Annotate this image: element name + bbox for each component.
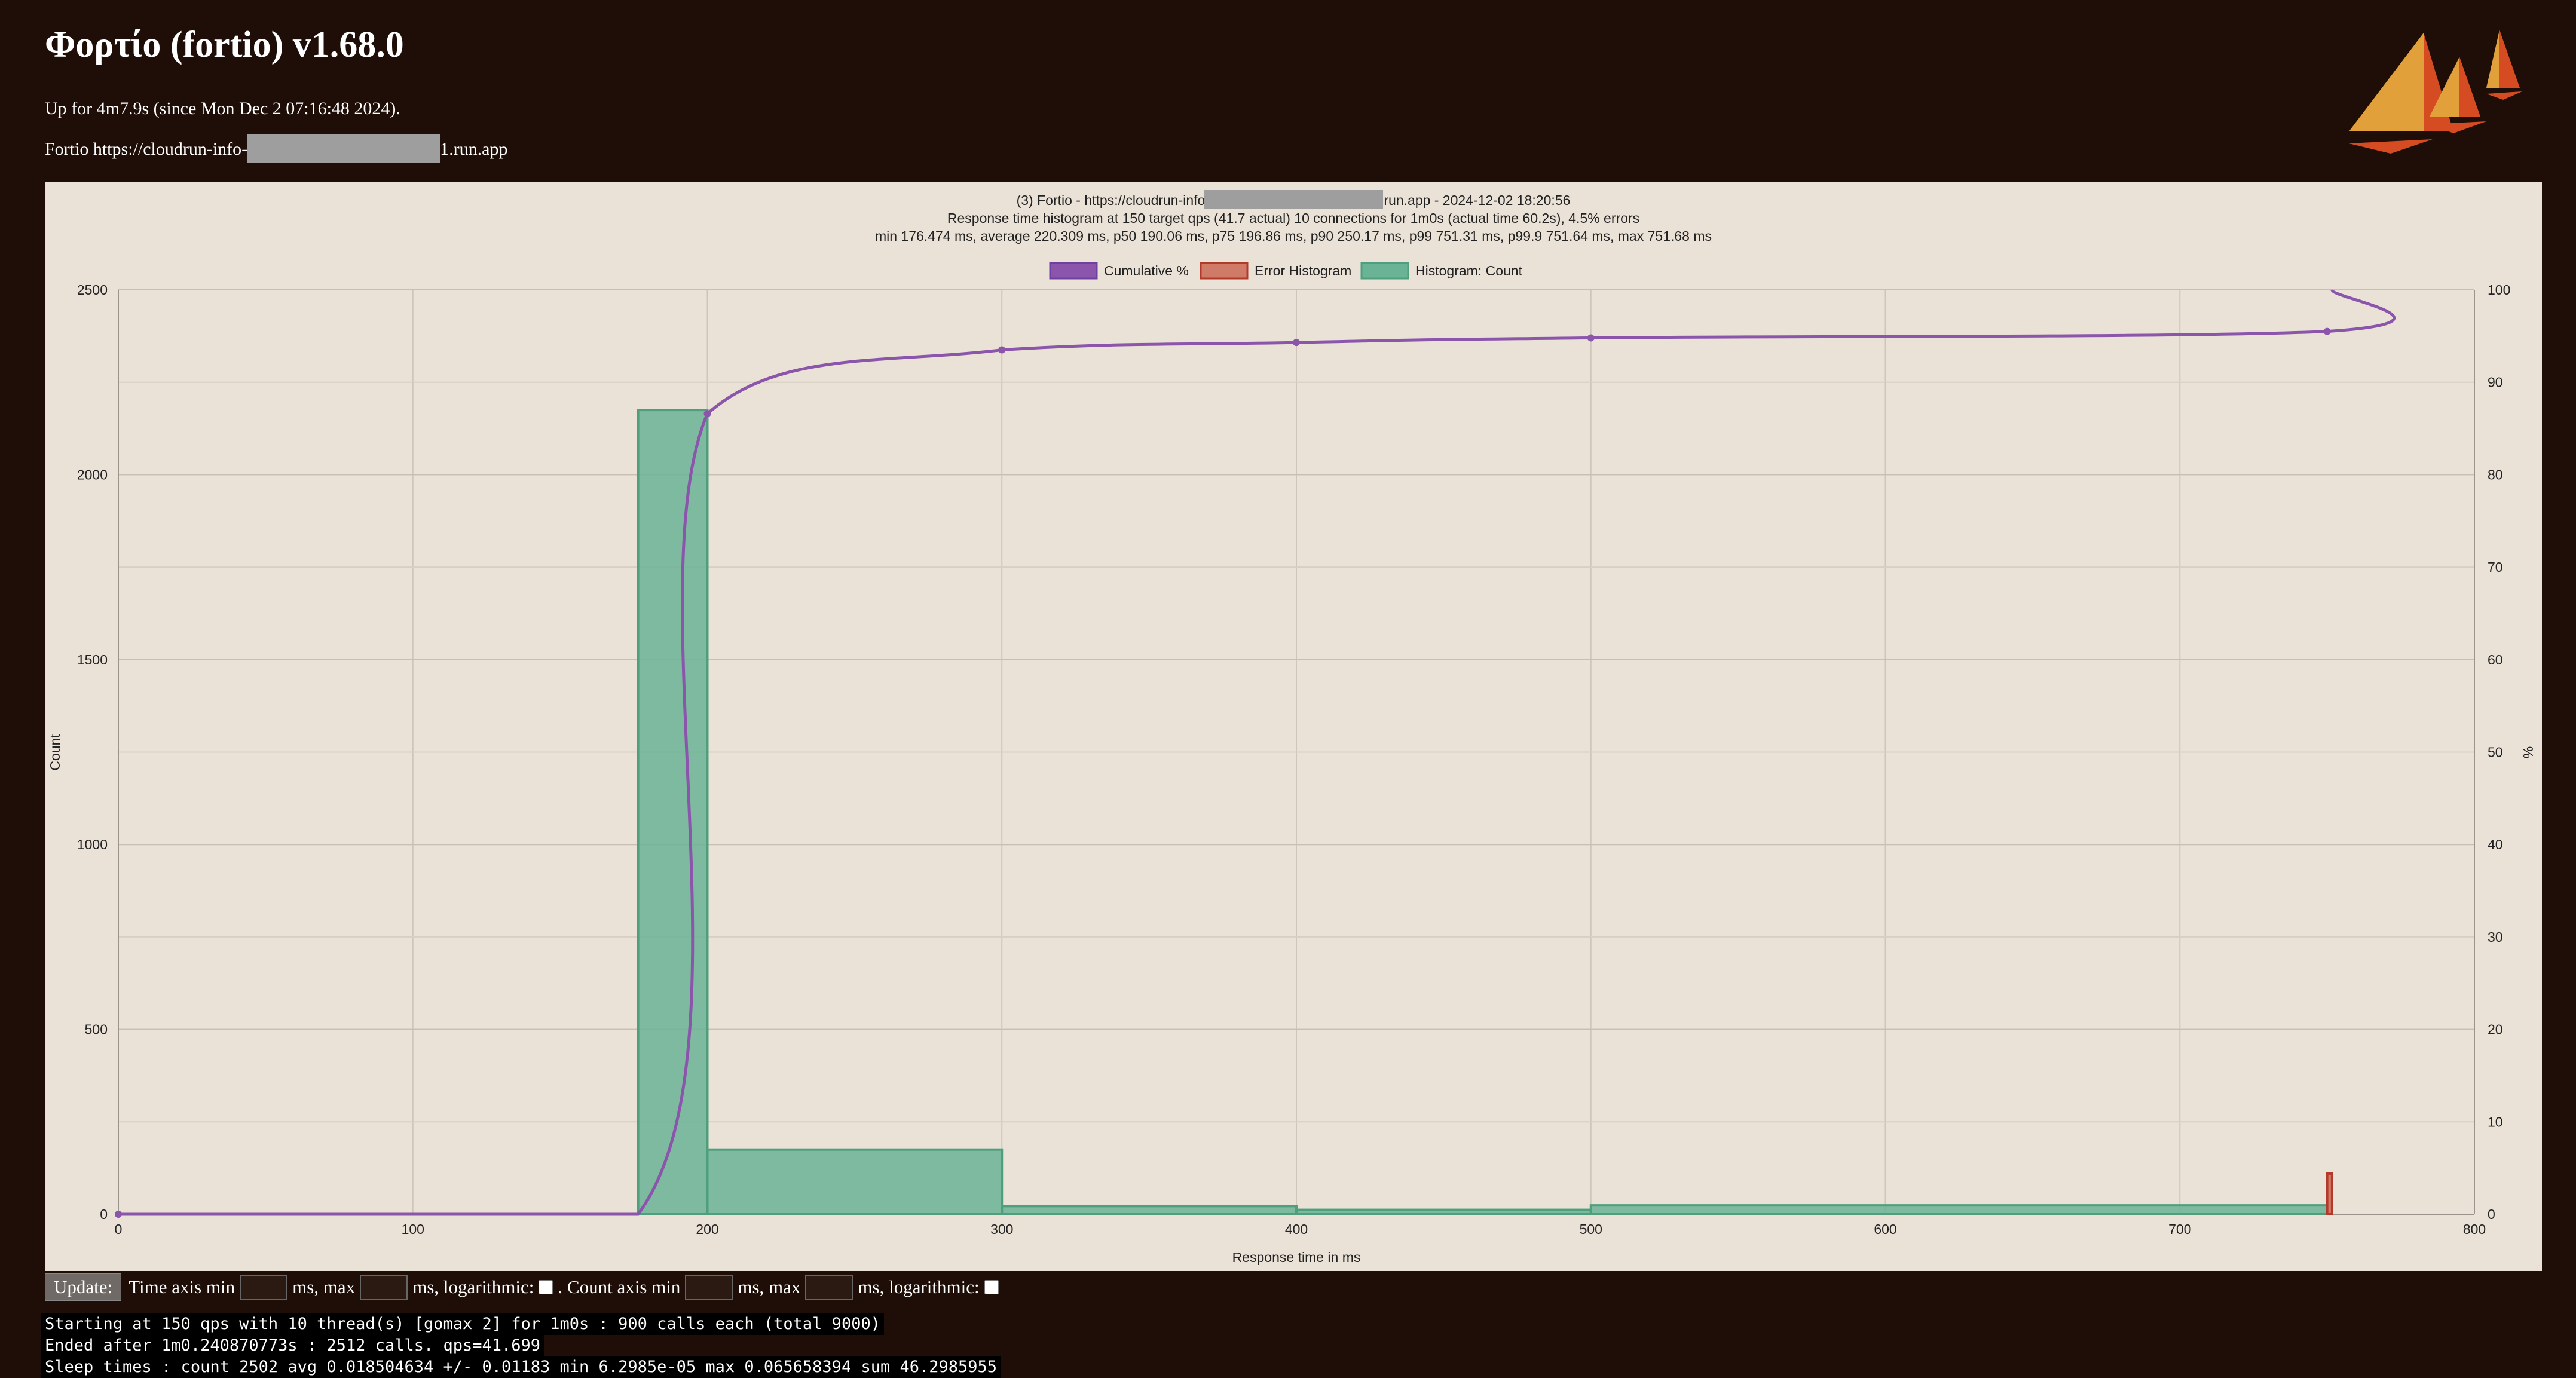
histogram-bar (706, 1148, 1004, 1215)
legend-label: Error Histogram (1255, 263, 1351, 278)
chart-controls: Update: Time axis min ms, max ms, logari… (45, 1272, 1004, 1303)
time-axis-max-label: ms, max (292, 1276, 356, 1297)
x-tick-label: 700 (2168, 1221, 2191, 1237)
y-tick-label-right: 80 (2488, 467, 2503, 482)
y-tick-label-right: 90 (2488, 375, 2503, 390)
cumulative-point (1587, 334, 1595, 342)
redaction-box (247, 134, 440, 163)
y-axis-label-right: % (2520, 746, 2536, 758)
y-tick-label-right: 60 (2488, 652, 2503, 667)
cumulative-point (1293, 339, 1300, 347)
y-tick-label-right: 70 (2488, 559, 2503, 575)
chart-title-line-2: Response time histogram at 150 target qp… (947, 210, 1639, 226)
x-tick-label: 500 (1580, 1221, 1602, 1237)
time-axis-min-label: Time axis min (129, 1276, 235, 1297)
legend-label: Cumulative % (1104, 263, 1189, 278)
error-histogram-bars (2326, 1172, 2333, 1216)
chart-panel: (3) Fortio - https://cloudrun-infoxxxxxx… (45, 182, 2542, 1271)
y-tick-label-right: 10 (2488, 1114, 2503, 1129)
count-axis-max-label: ms, max (738, 1276, 801, 1297)
cumulative-point (998, 346, 1006, 354)
legend-label: Histogram: Count (1415, 263, 1523, 278)
count-axis-max-input[interactable] (805, 1275, 853, 1300)
chart-grid (118, 289, 2475, 1215)
chart-titles: (3) Fortio - https://cloudrun-infoxxxxxx… (875, 190, 1712, 244)
log-line: Starting at 150 qps with 10 thread(s) [g… (41, 1313, 884, 1335)
y-tick-label-left: 500 (85, 1022, 108, 1037)
y-axis-label-left: Count (47, 734, 63, 771)
count-axis-log-checkbox[interactable] (984, 1280, 999, 1294)
page-title: Φορτίο (fortio) v1.68.0 (45, 25, 404, 65)
y-tick-label-left: 0 (100, 1206, 108, 1222)
time-axis-min-input[interactable] (240, 1275, 288, 1300)
legend-item[interactable]: Error Histogram (1200, 262, 1351, 280)
title-redaction-box (1204, 190, 1383, 209)
x-tick-label: 400 (1285, 1221, 1308, 1237)
histogram-bar (637, 409, 709, 1215)
cumulative-percent-line (118, 289, 2396, 1216)
legend-swatch (1200, 262, 1249, 280)
x-axis-label: Response time in ms (1232, 1250, 1361, 1265)
x-tick-label: 800 (2463, 1221, 2486, 1237)
uptime-text: Up for 4m7.9s (since Mon Dec 2 07:16:48 … (45, 99, 400, 118)
time-axis-log-label: ms, logarithmic: (412, 1276, 534, 1297)
response-time-chart: (3) Fortio - https://cloudrun-infoxxxxxx… (47, 190, 2536, 1265)
error-histogram-bar (2326, 1172, 2333, 1216)
y-tick-label-right: 50 (2488, 745, 2503, 760)
y-tick-label-right: 100 (2488, 282, 2510, 298)
y-tick-label-right: 0 (2488, 1206, 2495, 1222)
histogram-bars (637, 409, 2329, 1216)
run-log: Starting at 150 qps with 10 thread(s) [g… (41, 1313, 1001, 1378)
histogram-bar (1001, 1205, 1298, 1215)
log-line: Sleep times : count 2502 avg 0.018504634… (41, 1356, 1001, 1378)
cumulative-point (2323, 327, 2331, 335)
legend-swatch (1049, 262, 1098, 280)
update-button[interactable]: Update: (45, 1273, 122, 1301)
time-axis-log-checkbox[interactable] (539, 1280, 553, 1294)
target-url-prefix: Fortio https://cloudrun-info- (45, 139, 248, 159)
cumulative-line (115, 289, 2396, 1218)
x-tick-label: 600 (1874, 1221, 1896, 1237)
x-tick-label: 200 (696, 1221, 718, 1237)
chart-legend[interactable]: Cumulative % Error Histogram Histogram: Co… (1049, 262, 1523, 280)
legend-item[interactable]: Cumulative % (1049, 262, 1189, 280)
histogram-bar (1589, 1204, 2329, 1216)
fortio-sailboat-logo (2349, 30, 2522, 154)
log-line: Ended after 1m0.240870773s : 2512 calls.… (41, 1335, 544, 1356)
histogram-bar (1295, 1208, 1592, 1215)
target-url-suffix: 1.run.app (440, 139, 508, 159)
y-tick-label-left: 2500 (77, 282, 108, 298)
x-tick-label: 100 (402, 1221, 424, 1237)
cumulative-point (115, 1211, 122, 1218)
count-axis-min-input[interactable] (685, 1275, 733, 1300)
y-tick-label-left: 1500 (77, 652, 108, 667)
x-tick-label: 300 (990, 1221, 1013, 1237)
legend-item[interactable]: Histogram: Count (1360, 262, 1523, 280)
target-url: Fortio https://cloudrun-info- 1.run.app (45, 134, 508, 163)
y-tick-label-right: 40 (2488, 837, 2503, 852)
y-tick-label-right: 30 (2488, 929, 2503, 945)
time-axis-max-input[interactable] (360, 1275, 408, 1300)
y-tick-label-left: 1000 (77, 837, 108, 852)
axis-ticks: 0 100 200 300 400 500 600 700 800050010001500200… (77, 282, 2511, 1237)
chart-title-line-3: min 176.474 ms, average 220.309 ms, p50 … (875, 228, 1712, 244)
cumulative-point (703, 410, 711, 418)
y-tick-label-right: 20 (2488, 1022, 2503, 1037)
count-axis-min-label: . Count axis min (558, 1276, 681, 1297)
count-axis-log-label: ms, logarithmic: (858, 1276, 980, 1297)
x-tick-label: 0 (115, 1221, 123, 1237)
legend-swatch (1360, 262, 1409, 280)
y-tick-label-left: 2000 (77, 467, 108, 482)
